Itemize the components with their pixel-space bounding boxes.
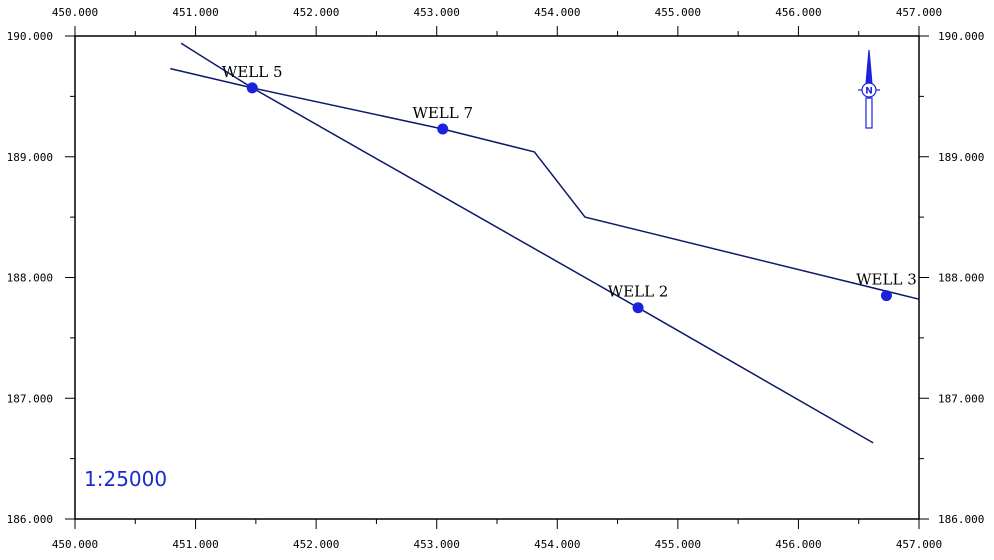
north-arrow-icon: N xyxy=(858,49,880,129)
map-frame xyxy=(74,35,920,520)
well-3-label: WELL 3 xyxy=(856,271,917,289)
x-tick-label-bottom: 456.000 xyxy=(775,538,821,551)
x-tick-label-top: 452.000 xyxy=(293,6,339,19)
well-traces xyxy=(170,42,920,444)
y-tick-label-right: 186.000 xyxy=(938,513,984,526)
well-markers: WELL 5 WELL 7 WELL 2 WELL 3 xyxy=(222,63,917,314)
x-tick-label-top: 455.000 xyxy=(655,6,701,19)
x-tick-label-top: 454.000 xyxy=(534,6,580,19)
x-tick-label-top: 457.000 xyxy=(896,6,942,19)
well-7-label: WELL 7 xyxy=(412,104,473,122)
y-tick-label-left: 190.000 xyxy=(7,30,53,43)
well-trace-1 xyxy=(170,67,920,300)
y-tick-label-right: 187.000 xyxy=(938,392,984,405)
x-tick-label-top: 450.000 xyxy=(52,6,98,19)
x-tick-label-bottom: 451.000 xyxy=(172,538,218,551)
north-label: N xyxy=(865,87,873,97)
well-2-label: WELL 2 xyxy=(608,283,669,301)
x-tick-label-bottom: 450.000 xyxy=(52,538,98,551)
well-trace-2 xyxy=(180,42,874,444)
axis-ticks: 450.000 450.000 451.000 451.000 452.000 452.0… xyxy=(7,6,985,551)
well-5-label: WELL 5 xyxy=(222,63,283,81)
x-tick-label-top: 456.000 xyxy=(775,6,821,19)
x-tick-label-top: 451.000 xyxy=(172,6,218,19)
x-tick-label-bottom: 452.000 xyxy=(293,538,339,551)
y-tick-label-left: 187.000 xyxy=(7,392,53,405)
y-tick-label-right: 189.000 xyxy=(938,151,984,164)
scale-label: 1:25000 xyxy=(84,467,167,491)
well-7-marker[interactable] xyxy=(437,123,449,135)
x-tick-label-bottom: 454.000 xyxy=(534,538,580,551)
y-tick-label-right: 190.000 xyxy=(938,30,984,43)
well-2-marker[interactable] xyxy=(632,302,644,314)
well-3-marker[interactable] xyxy=(880,290,892,302)
y-tick-label-left: 189.000 xyxy=(7,151,53,164)
x-tick-label-bottom: 453.000 xyxy=(414,538,460,551)
y-tick-label-right: 188.000 xyxy=(938,272,984,285)
x-tick-label-bottom: 455.000 xyxy=(655,538,701,551)
x-tick-label-bottom: 457.000 xyxy=(896,538,942,551)
y-tick-label-left: 188.000 xyxy=(7,272,53,285)
well-5-marker[interactable] xyxy=(246,82,258,94)
x-tick-label-top: 453.000 xyxy=(414,6,460,19)
y-tick-label-left: 186.000 xyxy=(7,513,53,526)
